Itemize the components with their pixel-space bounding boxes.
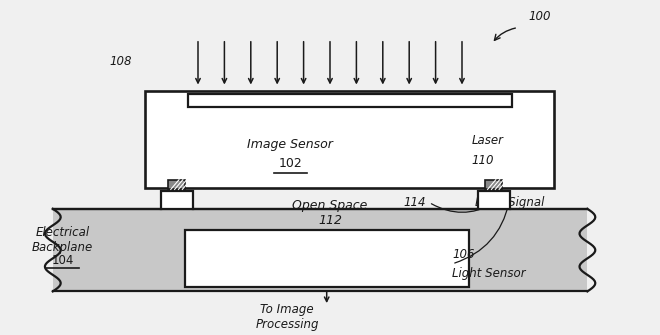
Bar [485,180,502,189]
Text: Electrical
Backplane: Electrical Backplane [32,225,93,254]
Bar [161,191,193,209]
Text: 108: 108 [110,55,132,68]
Text: Light Sensor: Light Sensor [452,267,526,280]
Bar [168,180,185,189]
Text: Light Signal: Light Signal [475,196,544,209]
Text: To Image
Processing: To Image Processing [255,303,319,331]
Bar [53,209,587,291]
Text: 100: 100 [528,10,550,23]
Bar [478,191,510,209]
Text: 106: 106 [452,248,475,261]
Text: Image Sensor: Image Sensor [248,138,333,150]
Text: 104: 104 [51,254,74,267]
Bar [145,91,554,188]
Text: 112: 112 [318,214,342,227]
Bar [185,230,469,286]
Bar [188,94,512,107]
Text: 110: 110 [472,154,494,167]
Text: Open Space: Open Space [292,199,368,212]
Text: Laser: Laser [472,134,504,147]
Text: 114: 114 [403,196,426,209]
Text: 102: 102 [279,157,302,170]
